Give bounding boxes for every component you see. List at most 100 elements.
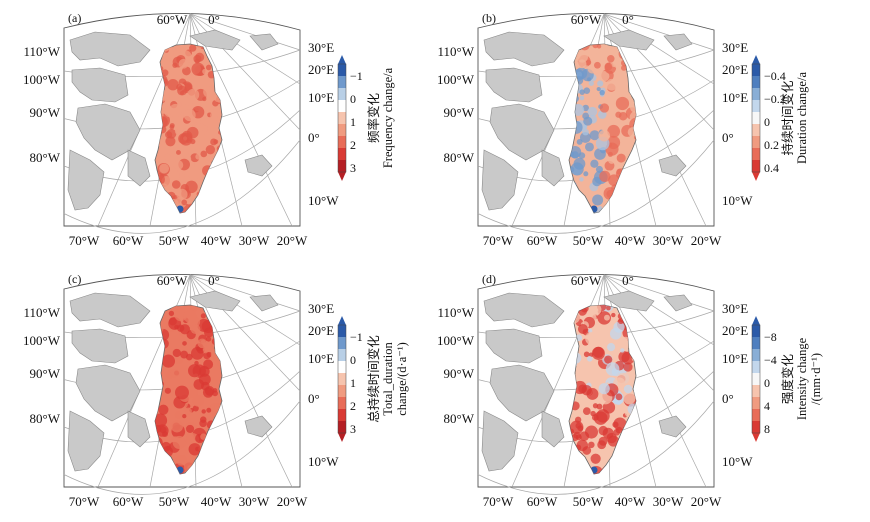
field-cell [203, 86, 214, 98]
field-cell [579, 177, 584, 182]
field-cell [620, 348, 625, 353]
field-cell [159, 163, 170, 174]
right-lon-label: 20°E [722, 62, 748, 77]
field-cell [192, 394, 205, 407]
field-cell [589, 305, 602, 316]
colorbar-title-en: Frequency change/a [381, 67, 395, 168]
left-lat-label: 100°W [23, 72, 61, 87]
left-lat-label: 110°W [438, 44, 475, 59]
field-cell [623, 362, 633, 372]
field-cell [174, 411, 183, 420]
field-cell [576, 50, 589, 63]
land-mass [483, 31, 565, 67]
field-cell [205, 64, 212, 71]
colorbar-tick-label: 3 [350, 422, 356, 436]
colorbar-title-cn: 强度变化 [780, 354, 795, 405]
bottom-lon-label: 70°W [483, 233, 514, 248]
field-cell [587, 106, 598, 117]
field-cell [584, 425, 599, 439]
colorbar-top-arrow [752, 55, 760, 64]
right-lon-label: 10°W [308, 193, 339, 208]
field-cell [161, 69, 169, 77]
bottom-lon-label: 30°W [653, 233, 684, 248]
field-cell [573, 431, 581, 439]
land-mass [658, 415, 687, 438]
field-cell [164, 153, 171, 161]
colorbar-tick-label: 0.2 [764, 138, 779, 152]
field-cell [182, 66, 191, 76]
land-mass [249, 294, 279, 312]
colorbar-segment [338, 112, 346, 125]
right-lon-label: 30°E [308, 301, 334, 316]
land-mass [69, 292, 151, 328]
field-cell [183, 309, 197, 323]
field-cell [202, 347, 209, 354]
colorbar-title-en: Total_duration [381, 342, 395, 416]
field-cell [618, 318, 624, 325]
land-mass [658, 154, 687, 177]
field-cell [613, 417, 627, 431]
field-cell [165, 136, 176, 147]
field-cell [595, 165, 603, 173]
colorbar-segment [752, 397, 760, 410]
field-cell [201, 125, 208, 132]
colorbar-tick-label: −0.4 [764, 69, 786, 83]
colorbar-bottom-arrow [752, 172, 760, 181]
field-cell [155, 413, 168, 428]
colorbar-segment [752, 373, 760, 386]
land-mass [485, 328, 543, 364]
bottom-lon-label: 30°W [653, 494, 684, 509]
top-lon-label: 0° [208, 273, 220, 288]
land-mass [485, 67, 543, 103]
field-cell [206, 351, 212, 358]
field-cell [579, 95, 585, 101]
right-lon-label: 20°E [308, 62, 334, 77]
panel-label: (c) [68, 272, 81, 286]
meridian-line [189, 274, 301, 312]
left-lat-label: 90°W [30, 105, 61, 120]
colorbar-segment [752, 160, 760, 173]
field-cell [577, 59, 587, 69]
field-cell [598, 70, 610, 82]
field-cell [186, 126, 199, 139]
bottom-lon-label: 30°W [239, 494, 270, 509]
land-mass [249, 33, 279, 51]
field-cell [172, 62, 178, 68]
field-cell [210, 138, 218, 146]
colorbar-segment [338, 325, 346, 338]
parallel-line [63, 400, 301, 495]
field-cell [577, 425, 584, 432]
field-cell [178, 58, 189, 69]
field-cell [578, 152, 586, 159]
panel-c: (c) 60°W 0°110°W100°W90°W80°W30°E20°E10°E0… [23, 272, 409, 509]
field-cell [582, 128, 589, 136]
right-lon-label: 10°E [722, 90, 748, 105]
panel-b: (b) 60°W 0° 110°W 100°W 90°W 80°W 30°E 20°E 10°E 0… [437, 11, 809, 248]
field-cell [633, 135, 636, 140]
colorbar-segment [752, 361, 760, 374]
colorbar-title-en-2: change/(d·a⁻¹) [395, 342, 409, 416]
field-cell [604, 314, 610, 321]
field-cell [194, 58, 200, 64]
field-cell [596, 403, 603, 410]
colorbar-tick-label: 2 [350, 399, 356, 413]
land-mass [244, 154, 273, 177]
field-cell [607, 343, 616, 352]
right-lon-label: 10°W [308, 454, 339, 469]
field-cell [190, 324, 201, 334]
field-cell [596, 86, 601, 92]
colorbar-segment [338, 160, 346, 173]
land-mass [541, 410, 565, 448]
colorbar-tick-label: 1 [350, 115, 356, 129]
field-cell [181, 199, 188, 206]
field-cell [615, 393, 623, 401]
field-cell [190, 138, 196, 145]
colorbar-border [751, 63, 761, 173]
land-mass [603, 290, 655, 312]
field-cell [579, 132, 591, 143]
field-cell [592, 176, 602, 187]
left-lat-label: 90°W [444, 105, 475, 120]
field-cell [585, 142, 594, 152]
bottom-lon-label: 60°W [527, 494, 558, 509]
field-cell [576, 138, 583, 145]
